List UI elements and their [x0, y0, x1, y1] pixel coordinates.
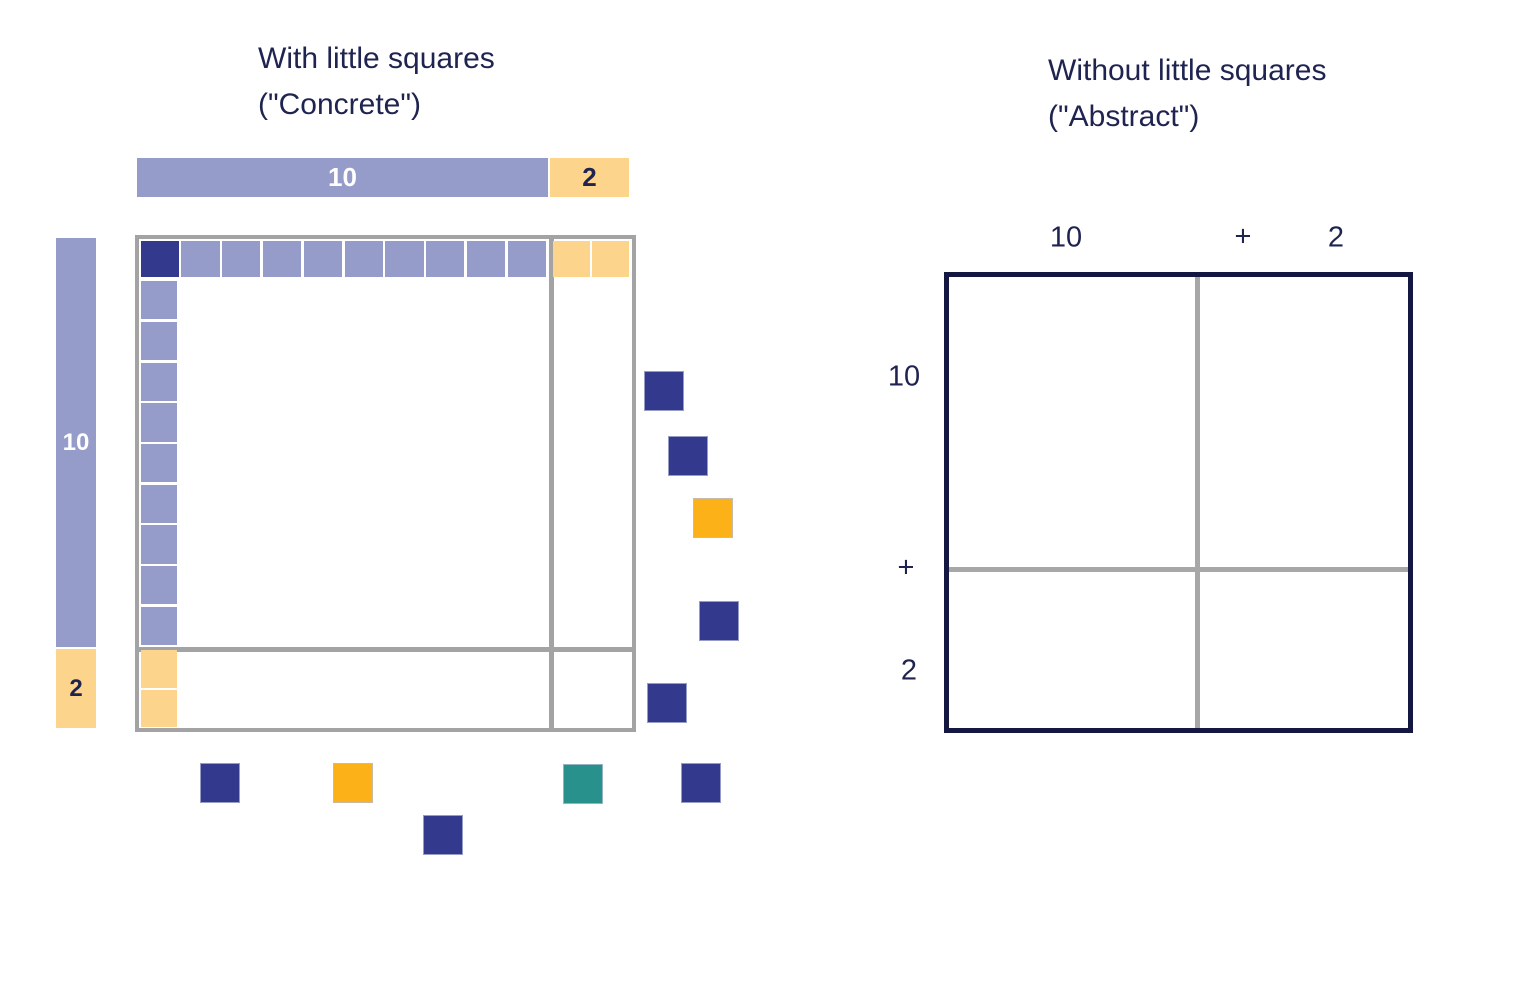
concrete-title: With little squares ("Concrete") [258, 36, 495, 128]
left-column-ones-unit-square [140, 650, 177, 688]
concrete-title-line1: With little squares [258, 42, 495, 75]
abstract-vertical-divider-line [1195, 277, 1200, 728]
scattered-unit-square [333, 763, 373, 803]
top-row-unit-square [466, 240, 506, 277]
left-column-unit-square [140, 484, 177, 523]
grid-horizontal-divider-line [139, 647, 632, 652]
abstract-title-line2: ("Abstract") [1048, 100, 1200, 133]
left-column-unit-square [140, 525, 177, 564]
scattered-unit-square [668, 436, 708, 476]
abstract-title-line1: Without little squares [1048, 54, 1327, 87]
concrete-left-length-bar: 10 2 [56, 238, 96, 728]
left-column-unit-square [140, 403, 177, 442]
concrete-area-grid [135, 235, 636, 732]
abstract-side-plus-label: + [897, 551, 915, 584]
abstract-title: Without little squares ("Abstract") [1048, 48, 1326, 140]
scattered-unit-square [423, 815, 463, 855]
left-bar-tens-segment: 10 [56, 238, 96, 647]
left-bar-tens-label: 10 [62, 428, 90, 456]
abstract-top-tens-label: 10 [1049, 221, 1083, 254]
corner-unit-square [140, 240, 179, 277]
top-row-unit-square [181, 240, 220, 277]
abstract-top-plus-label: + [1234, 220, 1252, 253]
left-column-unit-square [140, 444, 177, 483]
scattered-unit-square [644, 371, 684, 411]
abstract-horizontal-divider-line [949, 567, 1408, 572]
scattered-unit-square [200, 763, 240, 803]
left-column-unit-square [140, 362, 177, 401]
top-row-ones-unit-square [552, 240, 590, 277]
top-bar-tens-label: 10 [328, 162, 357, 192]
scattered-unit-square [699, 601, 739, 641]
top-row-unit-square [222, 240, 261, 277]
top-bar-ones-segment: 2 [550, 158, 629, 197]
left-column-unit-square [140, 281, 177, 320]
left-column-unit-square [140, 321, 177, 361]
top-row-unit-square [507, 240, 546, 277]
scattered-unit-square [647, 683, 687, 723]
abstract-side-ones-label: 2 [900, 654, 918, 687]
left-column-ones-unit-square [140, 689, 177, 727]
top-row-unit-square [426, 240, 465, 277]
abstract-top-ones-label: 2 [1327, 221, 1345, 254]
concrete-top-length-bar: 10 2 [137, 158, 629, 197]
abstract-area-box [944, 272, 1413, 733]
top-row-unit-square [344, 240, 383, 277]
top-row-unit-square [385, 240, 424, 277]
scattered-unit-square [693, 498, 733, 538]
left-bar-ones-segment: 2 [56, 649, 96, 728]
abstract-side-tens-label: 10 [887, 360, 921, 393]
scattered-unit-square [563, 764, 603, 804]
left-column-unit-square [140, 606, 177, 646]
top-bar-ones-label: 2 [582, 162, 597, 192]
top-row-unit-square [303, 240, 342, 277]
top-row-unit-square [262, 240, 302, 277]
scattered-unit-square [681, 763, 721, 803]
concrete-title-line2: ("Concrete") [258, 88, 422, 121]
left-column-unit-square [140, 566, 177, 605]
grid-vertical-divider-line [549, 239, 554, 728]
top-bar-tens-segment: 10 [137, 158, 548, 197]
left-bar-ones-label: 2 [69, 674, 83, 702]
top-row-ones-unit-square [591, 240, 629, 277]
